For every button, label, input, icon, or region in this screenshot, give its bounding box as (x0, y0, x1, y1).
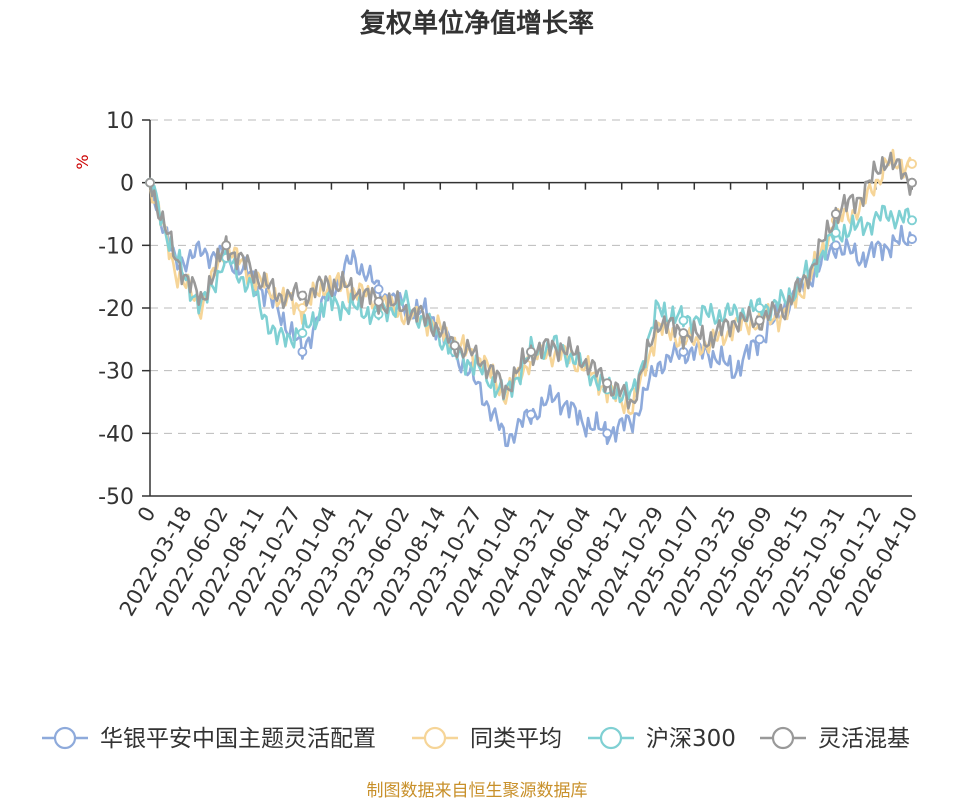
y-tick-label: -20 (98, 297, 134, 322)
y-tick-label: -10 (98, 234, 134, 259)
series-line (148, 182, 913, 404)
series-marker (907, 177, 917, 188)
legend-label: 灵活混基 (818, 726, 910, 752)
y-tick-label: -50 (98, 485, 134, 510)
series-marker (830, 240, 841, 251)
series-layer (145, 148, 917, 448)
y-tick-label: 0 (120, 172, 134, 197)
series-marker (754, 334, 765, 345)
legend-marker (771, 726, 795, 750)
legend-marker (423, 726, 447, 750)
data-source-note: 制图数据来自恒生聚源数据库 (367, 781, 588, 800)
series-marker (602, 378, 613, 389)
series-marker (145, 177, 155, 188)
legend-label: 沪深300 (646, 726, 736, 752)
series-marker (373, 284, 384, 295)
series-marker (907, 234, 917, 244)
series-marker (297, 346, 308, 357)
y-axis-unit: % (73, 154, 92, 169)
series-marker (297, 290, 308, 301)
axis-layer: 100-10-20-30-40-5002022-03-182022-06-022… (98, 109, 922, 620)
series-marker (297, 328, 308, 338)
series-marker (221, 240, 232, 251)
series-marker (449, 340, 460, 351)
legend-marker (53, 726, 77, 750)
series-line (148, 151, 914, 410)
legend-label: 同类平均 (470, 726, 562, 752)
series-marker (373, 296, 384, 307)
grid-layer (150, 119, 912, 497)
legend-label: 华银平安中国主题灵活配置 (100, 726, 376, 752)
y-tick-label: -40 (98, 422, 134, 447)
y-tick-label: 10 (106, 109, 134, 134)
legend-marker (599, 726, 623, 750)
series-marker (907, 158, 917, 169)
series-marker (678, 328, 689, 338)
series-marker (602, 428, 613, 439)
legend: 华银平安中国主题灵活配置 同类平均 沪深300 灵活混基 (42, 726, 910, 752)
series-marker (297, 303, 308, 313)
series-marker (830, 209, 841, 219)
y-tick-label: -30 (98, 360, 134, 385)
series-marker (678, 315, 689, 326)
chart-title: 复权单位净值增长率 (360, 8, 594, 39)
series-marker (526, 346, 536, 357)
series-marker (754, 315, 765, 326)
series-marker (754, 303, 765, 313)
series-marker (907, 215, 917, 226)
x-tick-label: 0 (133, 503, 160, 527)
series-marker (830, 227, 841, 238)
series-marker (526, 409, 536, 420)
